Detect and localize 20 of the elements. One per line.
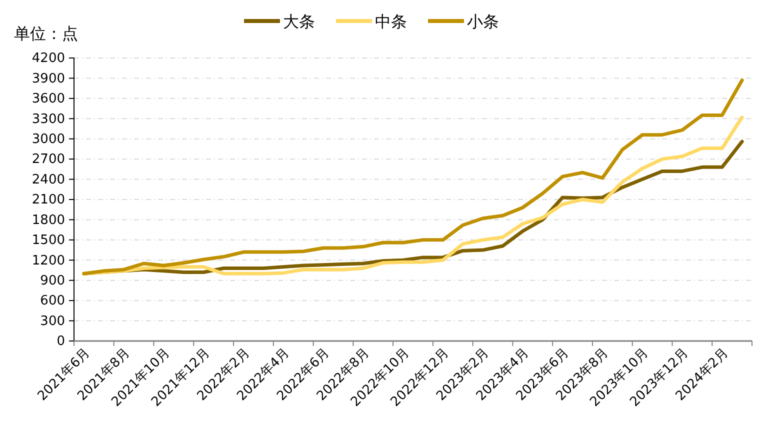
legend-label: 大条 — [283, 12, 315, 31]
y-tick-label: 2100 — [32, 192, 65, 208]
y-tick-label: 3300 — [32, 112, 65, 127]
y-tick-label: 0 — [56, 334, 65, 350]
legend-label: 小条 — [467, 12, 499, 31]
y-tick-label: 1800 — [32, 212, 65, 228]
y-axis-title: 单位：点 — [14, 24, 78, 43]
y-tick-label: 3900 — [32, 71, 65, 86]
y-tick-label: 2400 — [32, 172, 65, 188]
y-tick-label: 3000 — [32, 132, 65, 148]
legend-label: 中条 — [375, 12, 407, 31]
y-tick-label: 4200 — [32, 51, 65, 66]
y-tick-label: 900 — [40, 274, 65, 289]
y-tick-label: 3600 — [32, 92, 65, 107]
y-tick-label: 2700 — [32, 152, 65, 168]
y-tick-label: 600 — [40, 294, 65, 309]
y-tick-label: 300 — [40, 314, 65, 329]
y-tick-label: 1200 — [32, 253, 65, 268]
y-tick-label: 1500 — [32, 233, 65, 248]
line-series — [82, 78, 744, 276]
